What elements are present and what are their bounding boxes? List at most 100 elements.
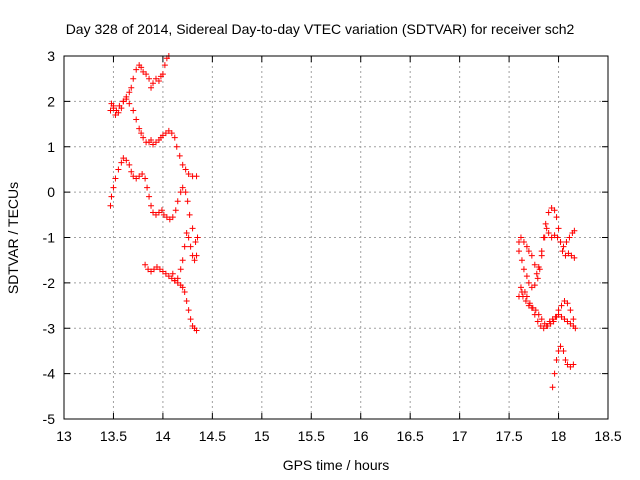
data-point [571,227,578,234]
data-points [107,53,579,391]
data-point [554,234,561,241]
data-point [133,116,140,123]
data-point [520,266,527,273]
data-point [172,207,179,214]
data-point [517,284,524,291]
data-point [194,234,201,241]
data-point [528,304,535,311]
data-point [531,311,538,318]
x-tick-label: 14 [155,428,171,444]
data-point [519,293,526,300]
x-tick-label: 14.5 [199,428,226,444]
data-point [534,275,541,282]
y-tick-label: -2 [43,275,56,291]
data-point [564,300,571,307]
y-tick-label: 2 [47,93,55,109]
y-tick-label: -5 [43,411,56,427]
x-tick-label: 16 [353,428,369,444]
data-point [522,298,529,305]
y-axis-label: SDTVAR / TECUs [5,182,21,294]
data-point [179,184,186,191]
data-point [115,166,122,173]
data-point [176,152,183,159]
data-point [187,316,194,323]
data-point [193,173,200,180]
x-tick-label: 17 [452,428,468,444]
data-point [128,168,135,175]
data-point [192,239,199,246]
data-point [543,225,550,232]
data-point [523,273,530,280]
data-point [159,71,166,78]
y-tick-labels: -5 -4 -3 -2 -1 0 1 2 3 [43,48,56,427]
x-tick-labels: 13 13.5 14 14.5 15 15.5 16 16.5 17 17.5 18 18.5 [56,428,622,444]
data-point [553,357,560,364]
data-point [521,288,528,295]
data-point [566,234,573,241]
data-point [169,214,176,221]
data-point [184,198,191,205]
data-point [143,71,150,78]
data-point [545,209,552,216]
data-point [557,239,564,246]
data-point [186,211,193,218]
x-tick-label: 13.5 [100,428,127,444]
x-tick-label: 15 [254,428,270,444]
data-point [551,207,558,214]
data-point [538,316,545,323]
data-series-9 [549,343,577,391]
data-point [558,302,565,309]
data-series-2 [107,155,201,246]
data-point [532,307,539,314]
data-point [171,134,178,141]
data-point [173,143,180,150]
data-point [146,193,153,200]
data-point [168,130,175,137]
data-point [538,252,545,259]
data-point [148,202,155,209]
data-point [179,284,186,291]
data-point [540,234,547,241]
data-point [181,288,188,295]
data-point [549,384,556,391]
data-point [142,175,149,182]
data-point [128,84,135,91]
x-tick-label: 15.5 [298,428,325,444]
data-point [560,243,567,250]
data-point [144,184,151,191]
data-point [531,282,538,289]
y-tick-label: -4 [43,366,56,382]
data-point [126,89,133,96]
data-series-3 [142,229,200,284]
data-point [523,243,530,250]
data-point [136,125,143,132]
data-point [130,75,137,82]
data-point [185,307,192,314]
y-tick-label: -3 [43,320,56,336]
data-point [185,234,192,241]
data-point [560,347,567,354]
data-point [525,248,532,255]
data-point [191,257,198,264]
data-point [536,266,543,273]
data-point [533,270,540,277]
data-point [155,77,162,84]
data-series-0 [107,53,172,118]
data-point [113,107,120,114]
data-point [126,100,133,107]
data-point [182,189,189,196]
data-point [138,130,145,137]
data-point [183,229,190,236]
data-point [140,134,147,141]
x-tick-label: 18 [551,428,567,444]
x-axis-label: GPS time / hours [283,457,390,473]
data-point [571,254,578,261]
data-point [150,80,157,87]
data-point [107,202,114,209]
data-point [158,207,165,214]
x-tick-label: 13 [56,428,72,444]
data-point [112,175,119,182]
x-tick-label: 18.5 [594,428,621,444]
data-point [116,102,123,109]
